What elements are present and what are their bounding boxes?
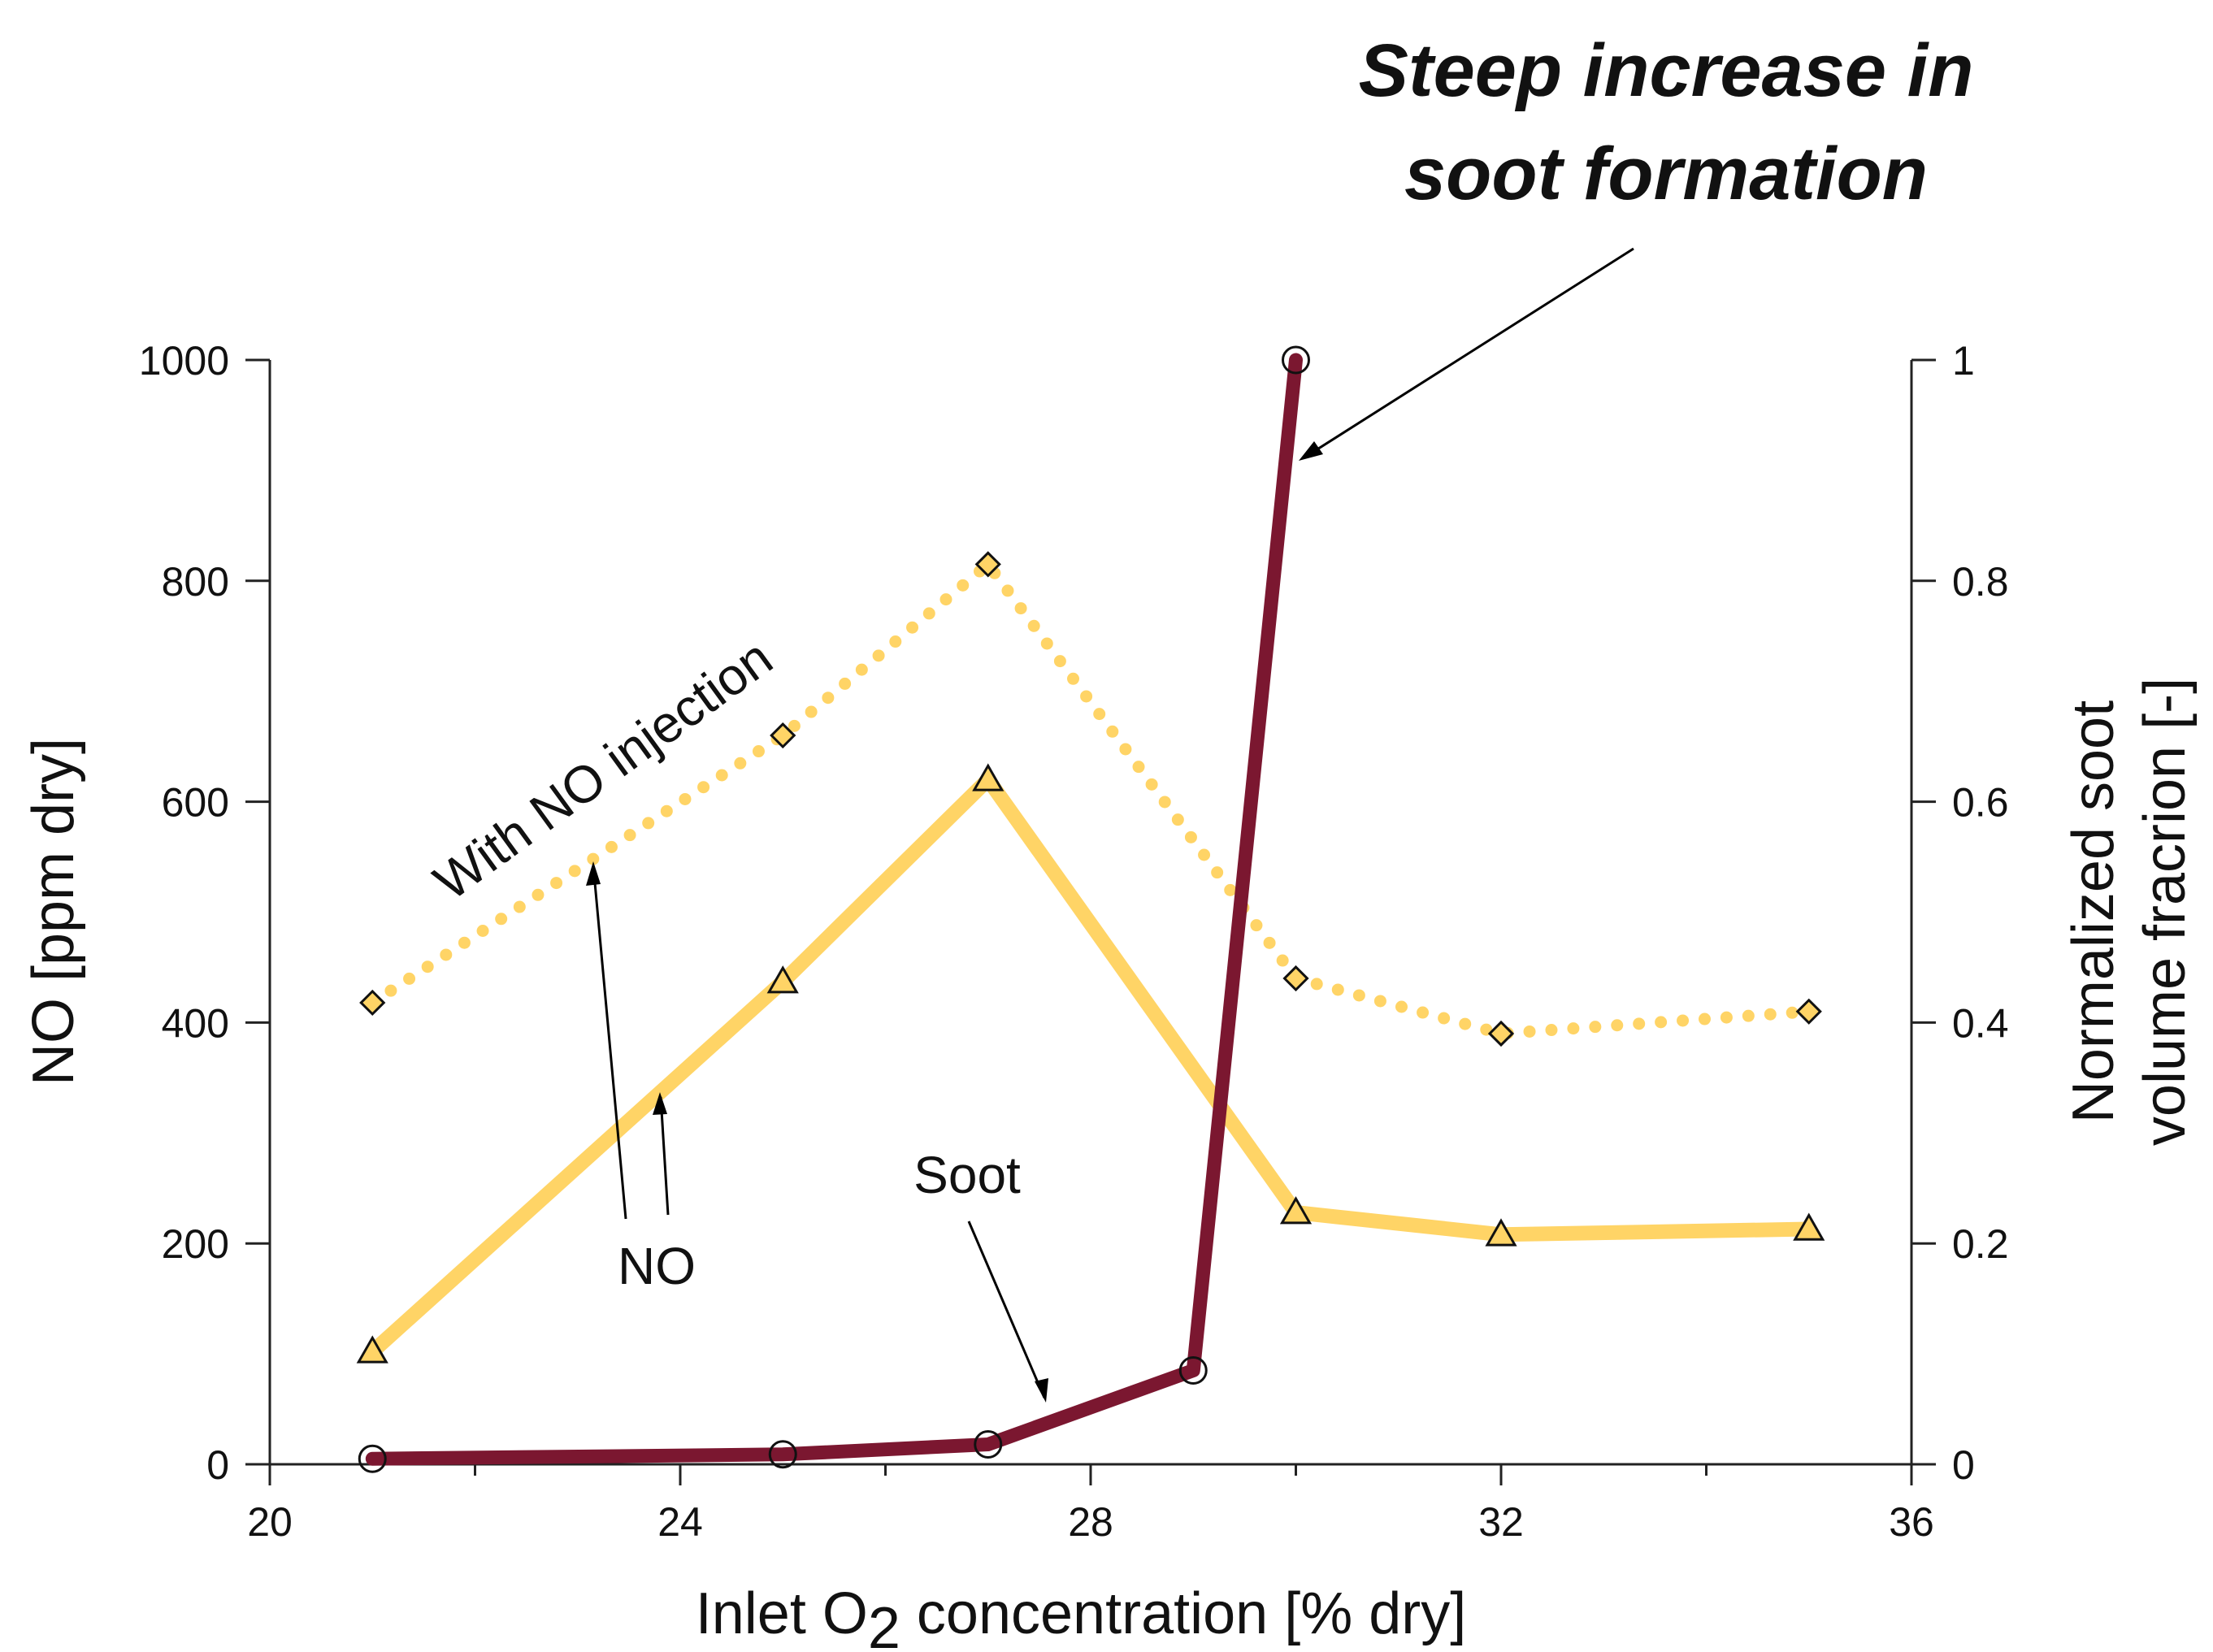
right-y-tick-label: 0.8 bbox=[1952, 559, 2009, 605]
left-y-tick-label: 600 bbox=[162, 780, 229, 826]
series-line-circle bbox=[365, 353, 1303, 1466]
arrow-soot bbox=[967, 1221, 1046, 1398]
x-axis-title-part-2: concentration [% dry] bbox=[900, 1581, 1466, 1646]
chart-headline-line-1: Steep increase in bbox=[1359, 29, 1974, 112]
series-layer bbox=[365, 353, 1816, 1466]
circle-marker bbox=[974, 1430, 1003, 1459]
left-y-tick-label: 800 bbox=[162, 559, 229, 605]
right-y-axis-title-line-1: Normalized soot bbox=[2061, 700, 2126, 1123]
triangle-marker bbox=[1485, 1218, 1517, 1247]
x-axis-title: Inlet O2 concentration [% dry] bbox=[696, 1581, 1467, 1652]
arrowhead-steep-increase bbox=[1299, 441, 1323, 461]
x-tick-label: 32 bbox=[1478, 1499, 1524, 1545]
chart-headline-line-2: soot formation bbox=[1404, 132, 1928, 215]
right-y-tick-label: 0.6 bbox=[1952, 780, 2009, 826]
circle-marker bbox=[1178, 1355, 1208, 1385]
diamond-marker bbox=[1795, 998, 1822, 1025]
arrowhead-no-injection bbox=[586, 861, 601, 886]
right-y-tick-label: 1 bbox=[1952, 338, 1975, 384]
x-axis-title-part-1: Inlet O bbox=[696, 1581, 868, 1646]
x-tick-label: 20 bbox=[247, 1499, 293, 1545]
arrow-no-injection bbox=[592, 865, 627, 1220]
right-y-tick-label: 0.4 bbox=[1952, 1000, 2009, 1046]
left-y-tick-label: 200 bbox=[162, 1221, 229, 1267]
series-line-triangle bbox=[365, 772, 1816, 1359]
series-line-diamond bbox=[366, 557, 1816, 1040]
triangle-marker bbox=[972, 763, 1005, 791]
left-y-tick-label: 400 bbox=[162, 1000, 229, 1046]
diamond-marker bbox=[974, 551, 1001, 578]
markers-layer bbox=[356, 345, 1825, 1473]
x-tick-label: 24 bbox=[657, 1499, 703, 1545]
diamond-marker bbox=[1282, 965, 1309, 992]
right-y-tick-label: 0 bbox=[1952, 1442, 1975, 1488]
arrow-no bbox=[659, 1096, 670, 1216]
arrow-steep-increase bbox=[1304, 247, 1634, 459]
annotation-with-no-injection: With NO injection bbox=[423, 628, 783, 912]
axis-ticks: 20 24 28 32 36 0 200 400 600 800 1000 0 0.2 0.4 0.6 0.8… bbox=[139, 338, 2009, 1545]
circle-marker bbox=[358, 1444, 387, 1473]
arrowhead-no bbox=[653, 1092, 667, 1115]
annotation-no: NO bbox=[618, 1237, 696, 1295]
circle-marker bbox=[1282, 345, 1310, 375]
x-tick-label: 36 bbox=[1889, 1499, 1934, 1545]
diamond-marker bbox=[359, 989, 386, 1017]
diamond-marker bbox=[1487, 1020, 1515, 1047]
arrowhead-soot bbox=[1035, 1378, 1048, 1403]
left-y-axis-title: NO [ppm dry] bbox=[21, 738, 86, 1086]
triangle-marker bbox=[766, 965, 799, 994]
triangle-marker bbox=[1279, 1196, 1313, 1225]
circle-marker bbox=[768, 1440, 797, 1469]
right-y-tick-label: 0.2 bbox=[1952, 1221, 2009, 1267]
diamond-marker bbox=[770, 722, 796, 749]
x-tick-label: 28 bbox=[1068, 1499, 1113, 1545]
x-axis-title-subscript: 2 bbox=[868, 1596, 900, 1652]
triangle-marker bbox=[1793, 1212, 1825, 1241]
triangle-marker bbox=[356, 1335, 388, 1364]
annotation-soot: Soot bbox=[913, 1146, 1021, 1204]
left-y-tick-label: 1000 bbox=[139, 338, 229, 384]
left-y-tick-label: 0 bbox=[206, 1442, 229, 1488]
right-y-axis-title-line-2: volume fracrion [-] bbox=[2133, 678, 2198, 1146]
